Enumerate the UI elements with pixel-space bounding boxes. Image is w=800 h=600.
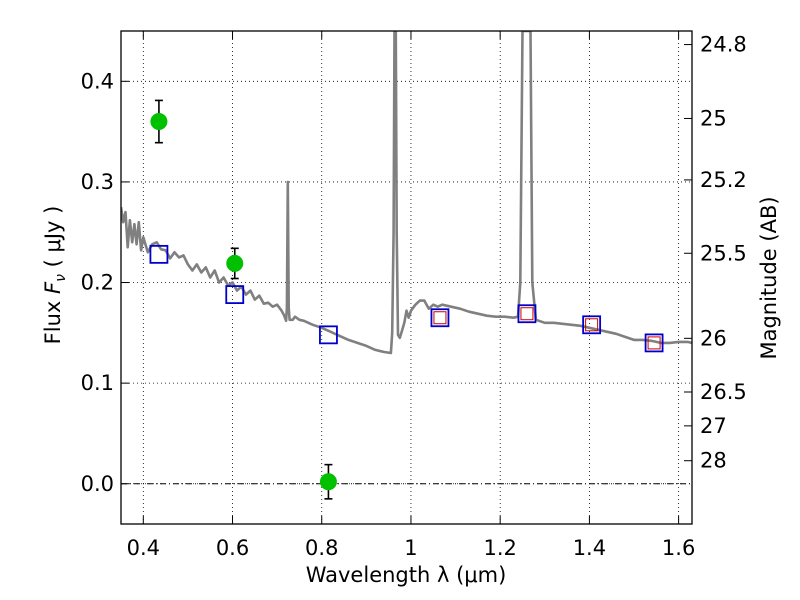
inner-model-square xyxy=(647,336,661,350)
y-tick-label: 0.3 xyxy=(81,170,114,194)
observed-marker xyxy=(150,113,168,131)
observed-point xyxy=(226,247,244,280)
y2-tick-label: 25.5 xyxy=(700,241,747,265)
y-axis-label-suffix: ( μJy ) xyxy=(41,206,65,274)
y-tick-label: 0.4 xyxy=(81,69,114,93)
observed-point xyxy=(319,463,337,500)
grid-lines xyxy=(121,31,692,524)
x-tick-label: 1.2 xyxy=(483,536,516,560)
x-tick-label: 0.4 xyxy=(127,536,160,560)
x-tick-label: 0.8 xyxy=(305,536,338,560)
x-tick-label: 1.4 xyxy=(573,536,606,560)
model-photometry-square xyxy=(582,315,602,335)
y2-tick-label: 25.2 xyxy=(700,168,747,192)
model-photometry-square xyxy=(149,244,169,264)
y2-tick-label: 26.5 xyxy=(700,380,747,404)
data-layer xyxy=(121,31,692,500)
x-tick-label: 1.6 xyxy=(662,536,695,560)
x-axis-label: Wavelength λ (μm) xyxy=(306,563,507,587)
inner-model-square xyxy=(585,318,599,332)
inner-model-square xyxy=(520,307,534,321)
model-photometry-square xyxy=(430,308,450,328)
inner-model-square xyxy=(433,311,447,325)
y-axis-label-subscript: ν xyxy=(53,274,69,282)
model-spectrum-line xyxy=(121,31,692,355)
y-axis-label-symbol: F xyxy=(41,281,65,294)
y-tick-label: 0.0 xyxy=(81,472,114,496)
y-axis-label: Flux Fν ( μJy ) xyxy=(41,206,69,345)
model-photometry-square xyxy=(319,325,338,345)
observed-point xyxy=(150,99,168,144)
y2-tick-label: 25 xyxy=(700,106,727,130)
y-axis-label-prefix: Flux xyxy=(41,294,65,344)
x-tick-label: 0.6 xyxy=(216,536,249,560)
tick-marks xyxy=(121,31,692,524)
plot-frame xyxy=(120,30,693,525)
observed-marker xyxy=(226,254,244,272)
y-tick-label: 0.2 xyxy=(81,271,114,295)
y2-axis-label: Magnitude (AB) xyxy=(757,196,781,359)
y2-tick-label: 27 xyxy=(700,414,727,438)
tick-labels: 0.4 0.6 0.8 1 1.2 1.4 1.6 0.0 0.1 0.2 0.3 0.4 24.8 25… xyxy=(81,33,747,560)
x-tick-label: 1 xyxy=(404,536,417,560)
y2-tick-label: 28 xyxy=(700,449,727,473)
y2-tick-label: 26 xyxy=(700,326,727,350)
model-photometry-square xyxy=(517,304,537,324)
y-tick-label: 0.1 xyxy=(81,371,114,395)
observed-marker xyxy=(319,473,337,491)
model-photometry-square xyxy=(225,285,245,305)
model-photometry-square xyxy=(644,333,664,353)
y2-tick-label: 24.8 xyxy=(700,33,747,57)
